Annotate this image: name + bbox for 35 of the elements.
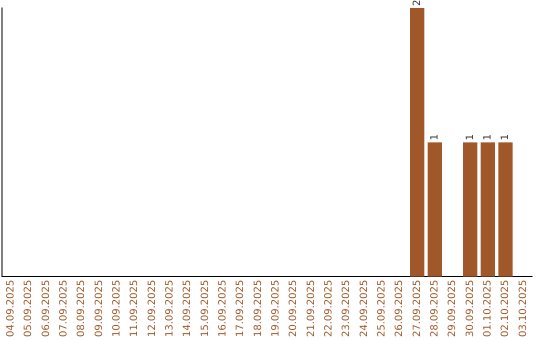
data-label: 1 — [429, 134, 440, 140]
x-tick-label: 23.09.2025 — [341, 280, 352, 338]
x-tick-label: 19.09.2025 — [270, 280, 282, 338]
x-tick-label: 07.09.2025 — [58, 280, 70, 338]
x-tick-label: 05.09.2025 — [23, 280, 34, 338]
x-tick-label: 16.09.2025 — [217, 280, 228, 338]
x-tick-label: 15.09.2025 — [200, 280, 211, 338]
x-tick-label: 10.09.2025 — [111, 280, 122, 338]
x-tick-label: 14.09.2025 — [182, 280, 194, 338]
x-tick-label: 11.09.2025 — [129, 280, 140, 338]
x-tick-label: 13.09.2025 — [164, 280, 176, 338]
x-tick-label: 12.09.2025 — [146, 280, 158, 338]
x-tick-label: 24.09.2025 — [358, 280, 370, 338]
data-label: 1 — [500, 134, 512, 140]
x-tick-label: 28.09.2025 — [429, 280, 440, 338]
x-tick-label: 02.10.2025 — [500, 280, 512, 338]
x-tick-label: 06.09.2025 — [40, 280, 52, 338]
data-label: 2 — [412, 0, 423, 6]
x-tick-label: 26.09.2025 — [394, 280, 406, 338]
data-label: 1 — [464, 134, 476, 140]
x-tick-label: 03.10.2025 — [518, 280, 529, 338]
x-tick-label: 08.09.2025 — [76, 280, 88, 338]
data-label: 1 — [482, 134, 494, 140]
x-tick-label: 30.09.2025 — [464, 280, 476, 338]
x-tick-label: 01.10.2025 — [482, 280, 494, 338]
x-tick-label: 20.09.2025 — [288, 280, 300, 338]
x-tick-label: 17.09.2025 — [235, 280, 246, 338]
x-tick-label: 04.09.2025 — [5, 280, 16, 338]
x-tick-label: 29.09.2025 — [447, 280, 458, 338]
x-tick-label: 25.09.2025 — [376, 280, 388, 338]
x-tick-label: 22.09.2025 — [323, 280, 334, 338]
x-tick-label: 27.09.2025 — [412, 280, 423, 338]
x-tick-label: 18.09.2025 — [252, 280, 264, 338]
x-tick-label: 09.09.2025 — [94, 280, 105, 338]
x-tick-label: 21.09.2025 — [306, 280, 317, 338]
